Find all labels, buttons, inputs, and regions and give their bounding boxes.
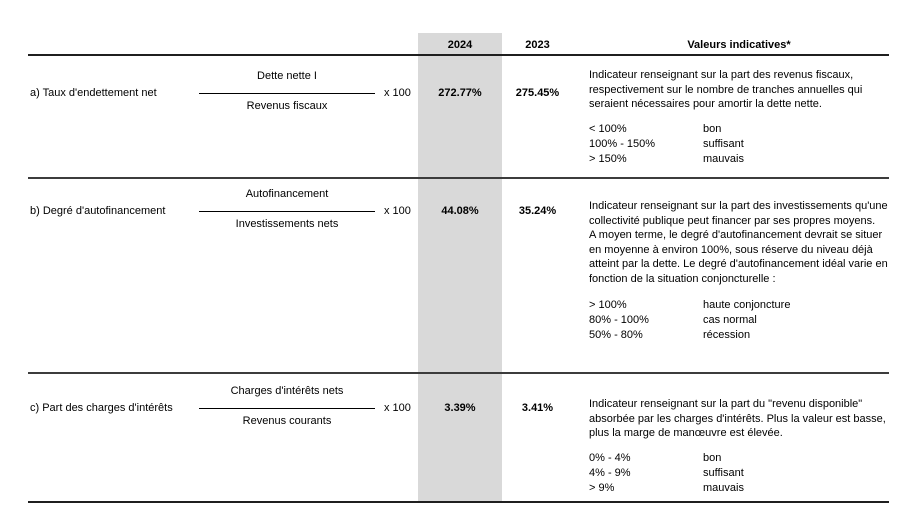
row-a-fraction-numerator: Dette nette I xyxy=(257,70,317,82)
column-header-2024: 2024 xyxy=(447,39,473,51)
section-divider-2 xyxy=(28,372,889,374)
column-header-2023: 2023 xyxy=(525,39,550,51)
threshold-range: 80% - 100% xyxy=(589,314,649,326)
threshold-line: 80% - 100% cas normal xyxy=(589,313,889,328)
row-b-value-2023: 35.24% xyxy=(518,205,557,217)
row-c-fraction-bar xyxy=(199,408,375,409)
threshold-rating: mauvais xyxy=(703,481,744,494)
section-divider-1 xyxy=(28,177,889,179)
row-a-value-2023: 275.45% xyxy=(515,87,560,99)
row-a-fraction-bar xyxy=(199,93,375,94)
threshold-rating: cas normal xyxy=(703,314,757,326)
threshold-range: 0% - 4% xyxy=(589,451,631,464)
row-a-thresholds: < 100% bon 100% - 150% suffisant > 150% mau… xyxy=(589,122,889,167)
row-b-paragraph-2: A moyen terme, le degré d'autofinancemen… xyxy=(589,229,888,285)
row-b-label: b) Degré d'autofinancement xyxy=(30,205,166,217)
threshold-range: 50% - 80% xyxy=(589,329,643,341)
row-a-multiplier: x 100 xyxy=(384,87,411,99)
row-a-fraction-denominator: Revenus fiscaux xyxy=(246,100,328,112)
row-c-paragraph: Indicateur renseignant sur la part du "r… xyxy=(589,398,886,439)
row-b-multiplier: x 100 xyxy=(384,205,411,217)
threshold-range: < 100% xyxy=(589,122,627,135)
threshold-range: > 150% xyxy=(589,152,627,165)
row-b-description: Indicateur renseignant sur la part des i… xyxy=(589,199,889,343)
row-b-value-2024: 44.08% xyxy=(441,205,479,217)
row-c-multiplier: x 100 xyxy=(384,402,411,414)
row-b-paragraph-1: Indicateur renseignant sur la part des i… xyxy=(589,200,888,227)
column-header-valeurs-indicatives: Valeurs indicatives* xyxy=(687,39,791,51)
row-b-thresholds: > 100% haute conjoncture 80% - 100% cas no… xyxy=(589,298,889,343)
row-c-label: c) Part des charges d'intérêts xyxy=(30,402,173,414)
table-bottom-rule xyxy=(28,501,889,503)
row-a-value-2024: 272.77% xyxy=(438,87,482,99)
threshold-line: > 100% haute conjoncture xyxy=(589,298,889,313)
row-c-value-2023: 3.41% xyxy=(521,402,554,414)
threshold-line: 4% - 9% suffisant xyxy=(589,466,889,481)
row-b-fraction-bar xyxy=(199,211,375,212)
threshold-line: 50% - 80% récession xyxy=(589,328,889,343)
threshold-line: 0% - 4% bon xyxy=(589,451,889,466)
threshold-range: 100% - 150% xyxy=(589,137,656,150)
threshold-rating: haute conjoncture xyxy=(703,299,791,311)
row-c-thresholds: 0% - 4% bon 4% - 9% suffisant > 9% mauvais xyxy=(589,451,889,496)
threshold-range: > 100% xyxy=(589,299,627,311)
threshold-rating: mauvais xyxy=(703,152,744,165)
row-c-fraction-numerator: Charges d'intérêts nets xyxy=(230,385,344,397)
threshold-rating: récession xyxy=(703,329,751,341)
row-c-description: Indicateur renseignant sur la part du "r… xyxy=(589,397,889,496)
threshold-line: 100% - 150% suffisant xyxy=(589,137,889,152)
row-b-fraction-numerator: Autofinancement xyxy=(245,188,329,200)
threshold-rating: suffisant xyxy=(703,466,744,479)
threshold-range: > 9% xyxy=(589,481,615,494)
row-a-label: a) Taux d'endettement net xyxy=(30,87,157,99)
highlight-column-2024 xyxy=(418,33,502,503)
row-a-paragraph: Indicateur renseignant sur la part des r… xyxy=(589,69,863,110)
row-b-fraction-denominator: Investissements nets xyxy=(235,218,339,230)
threshold-rating: suffisant xyxy=(703,137,744,150)
threshold-rating: bon xyxy=(703,451,722,464)
threshold-range: 4% - 9% xyxy=(589,466,631,479)
threshold-line: < 100% bon xyxy=(589,122,889,137)
table-top-rule xyxy=(28,54,889,56)
threshold-line: > 150% mauvais xyxy=(589,152,889,167)
row-c-fraction-denominator: Revenus courants xyxy=(242,415,332,427)
row-c-value-2024: 3.39% xyxy=(444,402,476,414)
row-a-description: Indicateur renseignant sur la part des r… xyxy=(589,68,889,167)
threshold-line: > 9% mauvais xyxy=(589,481,889,496)
threshold-rating: bon xyxy=(703,122,722,135)
